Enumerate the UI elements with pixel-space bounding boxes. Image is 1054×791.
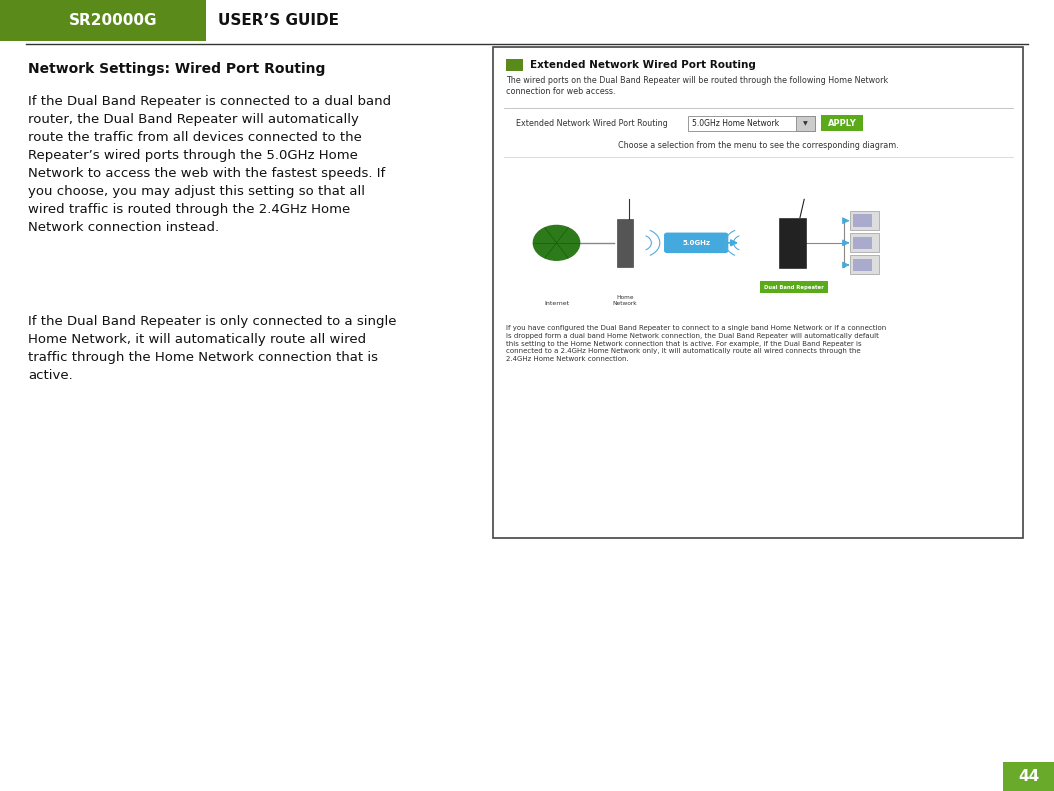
Text: Dual Band Repeater: Dual Band Repeater (764, 285, 823, 290)
Text: Extended Network Wired Port Routing: Extended Network Wired Port Routing (516, 119, 668, 128)
Text: APPLY: APPLY (827, 119, 857, 128)
FancyBboxPatch shape (853, 214, 872, 227)
FancyBboxPatch shape (850, 233, 879, 252)
Text: If the Dual Band Repeater is only connected to a single
Home Network, it will au: If the Dual Band Repeater is only connec… (28, 315, 397, 382)
FancyBboxPatch shape (1003, 762, 1054, 791)
FancyBboxPatch shape (779, 218, 806, 268)
Text: 44: 44 (1018, 769, 1039, 784)
Text: Network Settings: Wired Port Routing: Network Settings: Wired Port Routing (28, 62, 326, 76)
FancyBboxPatch shape (664, 233, 728, 253)
Text: The wired ports on the Dual Band Repeater will be routed through the following H: The wired ports on the Dual Band Repeate… (506, 76, 889, 97)
FancyBboxPatch shape (850, 211, 879, 230)
FancyBboxPatch shape (821, 115, 863, 131)
FancyBboxPatch shape (850, 255, 879, 274)
Text: Choose a selection from the menu to see the corresponding diagram.: Choose a selection from the menu to see … (618, 141, 899, 150)
Text: USER’S GUIDE: USER’S GUIDE (218, 13, 339, 28)
Text: ▼: ▼ (803, 121, 807, 126)
FancyBboxPatch shape (760, 281, 828, 293)
Text: 5.0GHz: 5.0GHz (682, 240, 710, 246)
FancyBboxPatch shape (617, 219, 633, 267)
FancyBboxPatch shape (688, 116, 815, 131)
Text: If the Dual Band Repeater is connected to a dual band
router, the Dual Band Repe: If the Dual Band Repeater is connected t… (28, 95, 392, 234)
Circle shape (533, 225, 580, 260)
FancyBboxPatch shape (853, 259, 872, 271)
Text: SR20000G: SR20000G (69, 13, 157, 28)
FancyBboxPatch shape (506, 59, 523, 71)
Text: Extended Network Wired Port Routing: Extended Network Wired Port Routing (530, 60, 756, 70)
FancyBboxPatch shape (796, 116, 815, 131)
FancyBboxPatch shape (493, 47, 1023, 538)
FancyBboxPatch shape (0, 0, 206, 41)
Text: 5.0GHz Home Network: 5.0GHz Home Network (692, 119, 780, 128)
Text: If you have configured the Dual Band Repeater to connect to a single band Home N: If you have configured the Dual Band Rep… (506, 325, 886, 362)
Text: Home
Network: Home Network (612, 295, 638, 305)
Text: Internet: Internet (544, 301, 569, 305)
FancyBboxPatch shape (853, 237, 872, 249)
FancyBboxPatch shape (499, 161, 1018, 319)
